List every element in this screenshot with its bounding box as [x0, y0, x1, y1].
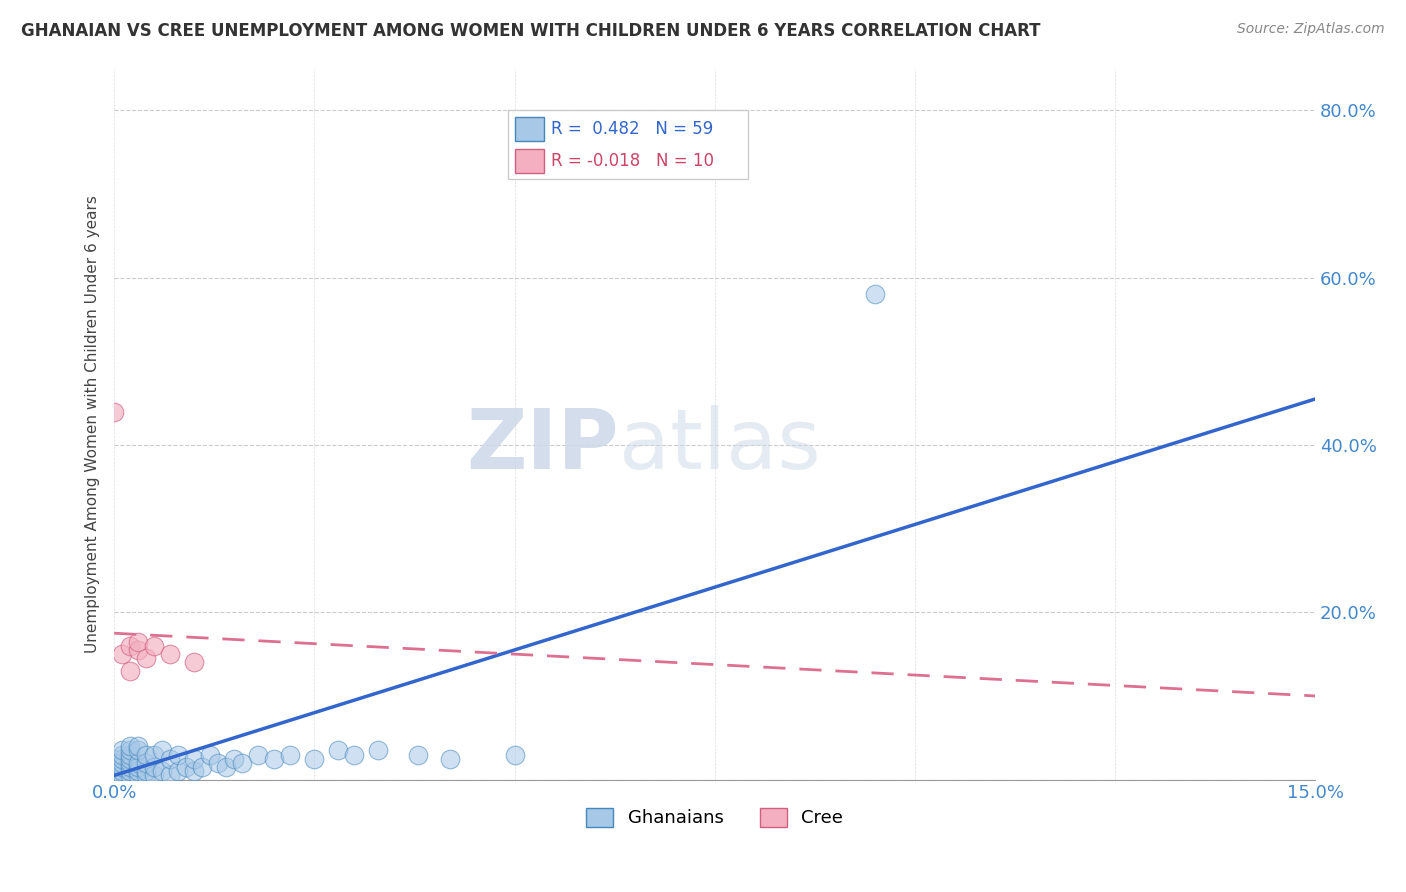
Point [159, 768, 181, 782]
Point [143, 768, 166, 782]
Point [304, 752, 326, 766]
Point [111, 647, 134, 661]
Point [103, 752, 125, 766]
Point [111, 752, 134, 766]
Point [111, 747, 134, 762]
Text: Source: ZipAtlas.com: Source: ZipAtlas.com [1237, 22, 1385, 37]
Point [143, 747, 166, 762]
Point [127, 643, 149, 657]
Point [200, 747, 222, 762]
Point [120, 747, 142, 762]
Point [183, 656, 205, 670]
Point [503, 747, 526, 762]
Point [127, 739, 149, 753]
Point [224, 752, 246, 766]
Point [167, 764, 190, 779]
Point [111, 768, 134, 782]
Point [120, 764, 142, 779]
Point [135, 768, 157, 782]
Point [120, 756, 142, 770]
Point [191, 760, 214, 774]
Point [143, 760, 166, 774]
Text: R =  0.482   N = 59: R = 0.482 N = 59 [551, 120, 713, 138]
Point [231, 756, 253, 770]
Point [103, 760, 125, 774]
Point [159, 647, 181, 661]
Point [278, 747, 301, 762]
Point [408, 747, 430, 762]
Point [328, 743, 350, 757]
Point [111, 760, 134, 774]
Point [183, 764, 205, 779]
Point [863, 287, 886, 301]
Point [367, 743, 389, 757]
Point [120, 743, 142, 757]
Point [103, 768, 125, 782]
Point [127, 760, 149, 774]
Point [120, 739, 142, 753]
Point [439, 752, 461, 766]
Legend: Ghanaians, Cree: Ghanaians, Cree [579, 801, 851, 835]
Point [135, 651, 157, 665]
Point [143, 639, 166, 653]
Point [103, 404, 125, 418]
Point [120, 752, 142, 766]
Text: ZIP: ZIP [467, 405, 619, 486]
Point [111, 764, 134, 779]
Y-axis label: Unemployment Among Women with Children Under 6 years: Unemployment Among Women with Children U… [86, 195, 100, 653]
Point [135, 747, 157, 762]
Text: R = -0.018   N = 10: R = -0.018 N = 10 [551, 152, 714, 169]
Point [127, 634, 149, 648]
Point [215, 760, 238, 774]
Point [120, 760, 142, 774]
Point [343, 747, 366, 762]
Point [150, 764, 173, 779]
Point [127, 743, 149, 757]
Text: GHANAIAN VS CREE UNEMPLOYMENT AMONG WOMEN WITH CHILDREN UNDER 6 YEARS CORRELATIO: GHANAIAN VS CREE UNEMPLOYMENT AMONG WOME… [21, 22, 1040, 40]
Point [103, 756, 125, 770]
Point [111, 743, 134, 757]
Point [150, 743, 173, 757]
Point [207, 756, 229, 770]
Point [111, 756, 134, 770]
Point [167, 747, 190, 762]
Point [159, 752, 181, 766]
Point [135, 756, 157, 770]
Point [135, 764, 157, 779]
Point [174, 760, 197, 774]
Point [183, 752, 205, 766]
Point [103, 764, 125, 779]
Point [127, 768, 149, 782]
Point [120, 639, 142, 653]
Point [127, 756, 149, 770]
Point [120, 664, 142, 678]
Point [127, 764, 149, 779]
Text: atlas: atlas [619, 405, 820, 486]
Point [120, 768, 142, 782]
Point [263, 752, 285, 766]
Point [247, 747, 270, 762]
